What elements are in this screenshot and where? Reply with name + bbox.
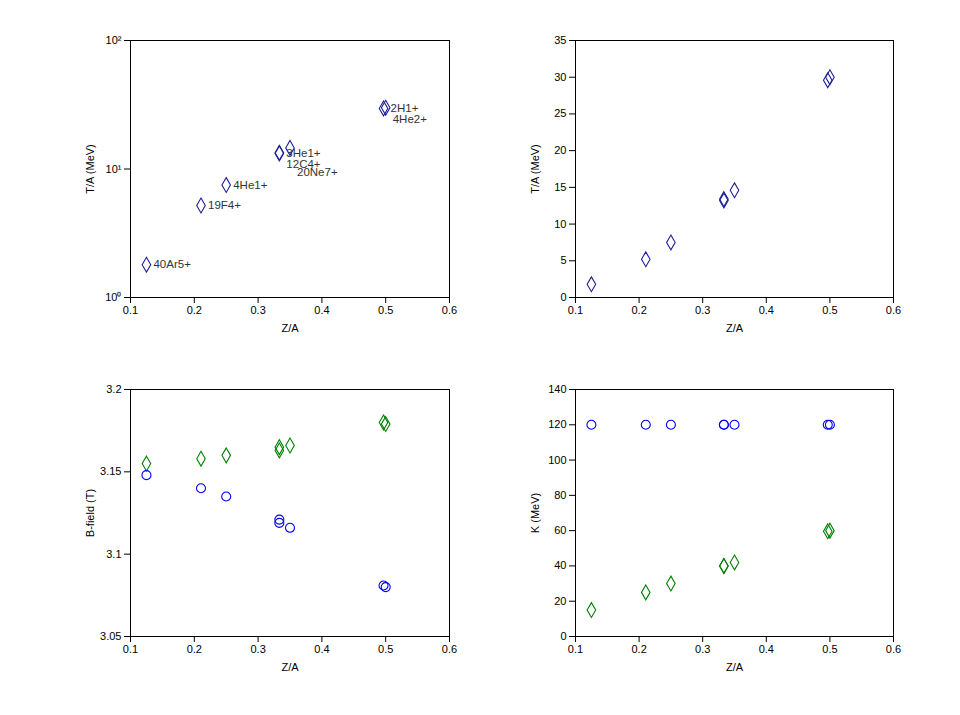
svg-text:0.1: 0.1	[123, 304, 138, 316]
svg-text:12C4+: 12C4+	[286, 158, 321, 171]
svg-text:0.6: 0.6	[886, 643, 901, 655]
svg-text:35: 35	[554, 34, 566, 46]
svg-text:3.05: 3.05	[100, 630, 121, 642]
svg-text:0.6: 0.6	[886, 304, 901, 316]
svg-text:3He1+: 3He1+	[286, 147, 321, 160]
svg-text:0.5: 0.5	[378, 643, 393, 655]
svg-text:100: 100	[548, 454, 566, 466]
svg-text:20Ne7+: 20Ne7+	[297, 166, 338, 178]
svg-text:20: 20	[554, 595, 566, 607]
svg-text:0.4: 0.4	[314, 304, 329, 316]
svg-text:30: 30	[554, 71, 566, 83]
svg-text:Z/A: Z/A	[281, 661, 299, 673]
svg-text:10²: 10²	[106, 34, 122, 46]
svg-text:0.1: 0.1	[568, 643, 583, 655]
svg-text:0.6: 0.6	[442, 304, 457, 316]
svg-text:0.4: 0.4	[759, 643, 774, 655]
svg-text:0.5: 0.5	[822, 304, 837, 316]
svg-text:T/A (MeV): T/A (MeV)	[529, 144, 541, 194]
svg-text:3.1: 3.1	[106, 548, 121, 560]
svg-text:19F4+: 19F4+	[208, 199, 241, 211]
svg-text:0.3: 0.3	[695, 304, 710, 316]
svg-text:0: 0	[560, 630, 566, 642]
svg-text:0.2: 0.2	[631, 304, 646, 316]
svg-text:0.5: 0.5	[822, 643, 837, 655]
svg-text:T/A (MeV): T/A (MeV)	[84, 144, 96, 194]
svg-text:0.1: 0.1	[568, 304, 583, 316]
svg-text:20: 20	[554, 144, 566, 156]
svg-text:3.15: 3.15	[100, 465, 121, 477]
svg-text:0.3: 0.3	[695, 643, 710, 655]
svg-text:Z/A: Z/A	[726, 322, 744, 334]
svg-text:0.2: 0.2	[187, 304, 202, 316]
svg-text:140: 140	[548, 383, 566, 395]
svg-text:3.2: 3.2	[106, 383, 121, 395]
svg-text:120: 120	[548, 418, 566, 430]
svg-text:15: 15	[554, 181, 566, 193]
svg-text:0.3: 0.3	[250, 304, 265, 316]
svg-text:10⁰: 10⁰	[105, 291, 121, 303]
svg-text:0.3: 0.3	[250, 643, 265, 655]
svg-text:0.2: 0.2	[187, 643, 202, 655]
svg-text:0: 0	[560, 291, 566, 303]
svg-text:10: 10	[554, 218, 566, 230]
svg-text:10¹: 10¹	[106, 163, 122, 175]
svg-text:K (MeV): K (MeV)	[529, 493, 541, 533]
svg-text:Z/A: Z/A	[726, 661, 744, 673]
svg-text:60: 60	[554, 524, 566, 536]
svg-text:0.1: 0.1	[123, 643, 138, 655]
svg-text:Z/A: Z/A	[281, 322, 299, 334]
svg-text:0.6: 0.6	[442, 643, 457, 655]
svg-text:40Ar5+: 40Ar5+	[153, 258, 191, 270]
svg-text:4He1+: 4He1+	[233, 179, 267, 191]
svg-text:4He2+: 4He2+	[393, 113, 427, 125]
svg-text:0.4: 0.4	[759, 304, 774, 316]
svg-text:80: 80	[554, 489, 566, 501]
svg-text:2H1+: 2H1+	[391, 102, 419, 114]
svg-text:0.5: 0.5	[378, 304, 393, 316]
svg-text:B-field (T): B-field (T)	[84, 489, 96, 537]
svg-text:5: 5	[560, 254, 566, 266]
svg-text:0.4: 0.4	[314, 643, 329, 655]
svg-text:25: 25	[554, 107, 566, 119]
svg-text:40: 40	[554, 559, 566, 571]
svg-text:0.2: 0.2	[631, 643, 646, 655]
